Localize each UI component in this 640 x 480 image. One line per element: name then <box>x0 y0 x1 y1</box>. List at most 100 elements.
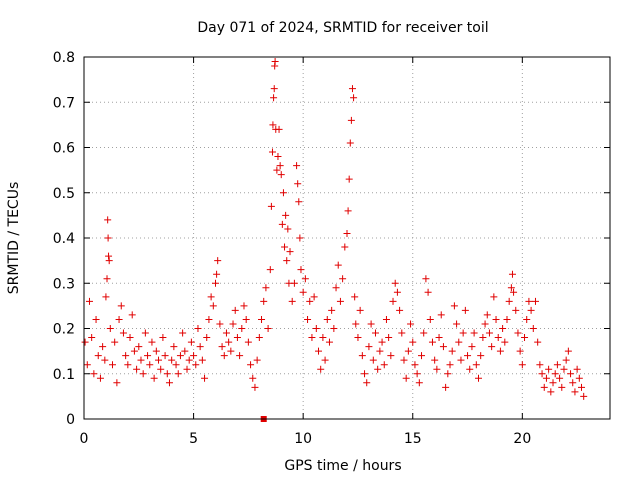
data-point <box>448 347 456 355</box>
data-point <box>101 356 109 364</box>
data-point <box>283 257 291 265</box>
data-point <box>571 388 579 396</box>
data-point <box>531 297 539 305</box>
x-tick-label: 15 <box>404 431 422 447</box>
data-point <box>251 383 259 391</box>
data-point <box>207 293 215 301</box>
data-point <box>205 315 213 323</box>
data-point <box>573 365 581 373</box>
data-point <box>376 347 384 355</box>
data-point <box>413 370 421 378</box>
data-point <box>293 162 301 170</box>
data-point <box>141 329 149 337</box>
data-point <box>269 121 277 129</box>
data-point <box>400 356 408 364</box>
data-point <box>542 374 550 382</box>
data-point <box>346 139 354 147</box>
data-point <box>319 334 327 342</box>
data-point <box>165 379 173 387</box>
data-point <box>348 85 356 93</box>
data-point <box>317 365 325 373</box>
data-point <box>422 275 430 283</box>
data-point <box>538 370 546 378</box>
x-tick-label: 20 <box>513 431 531 447</box>
data-point <box>115 315 123 323</box>
data-point <box>442 383 450 391</box>
data-point <box>477 352 485 360</box>
data-point <box>350 94 358 102</box>
data-point <box>356 306 364 314</box>
y-axis-label: SRMTID / TECUs <box>6 182 22 295</box>
data-point <box>439 343 447 351</box>
data-point <box>510 288 518 296</box>
data-point <box>396 306 404 314</box>
data-point <box>161 352 169 360</box>
data-point <box>512 306 520 314</box>
data-point <box>104 234 112 242</box>
data-point <box>527 306 535 314</box>
y-axis-ticks: 0 0.1 0.2 0.3 0.4 0.5 0.6 0.7 0.8 <box>53 50 610 428</box>
y-tick-label: 0.7 <box>53 95 75 111</box>
data-point <box>516 347 524 355</box>
x-tick-label: 10 <box>294 431 312 447</box>
data-point <box>332 284 340 292</box>
data-point <box>225 338 233 346</box>
data-point <box>185 356 193 364</box>
data-point <box>534 338 542 346</box>
data-point <box>367 320 375 328</box>
data-point <box>315 347 323 355</box>
data-point <box>407 320 415 328</box>
data-point <box>294 180 302 188</box>
data-point <box>85 297 93 305</box>
data-point <box>564 347 572 355</box>
data-point <box>501 338 509 346</box>
data-point <box>227 347 235 355</box>
data-point <box>514 329 522 337</box>
data-point <box>428 338 436 346</box>
data-point <box>267 202 275 210</box>
data-point <box>168 356 176 364</box>
data-point <box>111 338 119 346</box>
data-point <box>279 189 287 197</box>
data-point <box>126 334 134 342</box>
data-point <box>296 234 304 242</box>
data-point <box>102 293 110 301</box>
data-point <box>238 325 246 332</box>
data-point <box>277 171 285 179</box>
data-point <box>290 279 298 287</box>
y-tick-label: 0 <box>66 412 75 428</box>
data-point <box>96 374 104 382</box>
data-point <box>108 361 116 369</box>
data-point <box>150 374 158 382</box>
data-point <box>310 293 318 301</box>
data-point <box>433 365 441 373</box>
data-point <box>358 352 366 360</box>
data-point <box>351 293 359 301</box>
data-point <box>281 243 289 251</box>
data-point <box>213 270 221 278</box>
data-point <box>444 370 452 378</box>
data-point <box>536 361 544 369</box>
data-point <box>282 211 290 219</box>
data-point <box>88 334 96 342</box>
y-tick-label: 0.5 <box>53 186 75 202</box>
data-point <box>130 347 138 355</box>
data-point <box>249 374 257 382</box>
data-point <box>409 338 417 346</box>
data-point <box>424 288 432 296</box>
data-point <box>146 361 154 369</box>
data-point <box>415 379 423 387</box>
data-point <box>553 361 561 369</box>
data-point <box>479 334 487 342</box>
data-point <box>393 288 401 296</box>
data-point <box>341 243 349 251</box>
data-point <box>187 338 195 346</box>
data-point <box>490 293 498 301</box>
data-point <box>135 343 143 351</box>
data-point <box>222 329 230 337</box>
data-point <box>354 334 362 342</box>
data-point <box>284 225 292 233</box>
data-point <box>488 343 496 351</box>
data-point <box>325 338 333 346</box>
